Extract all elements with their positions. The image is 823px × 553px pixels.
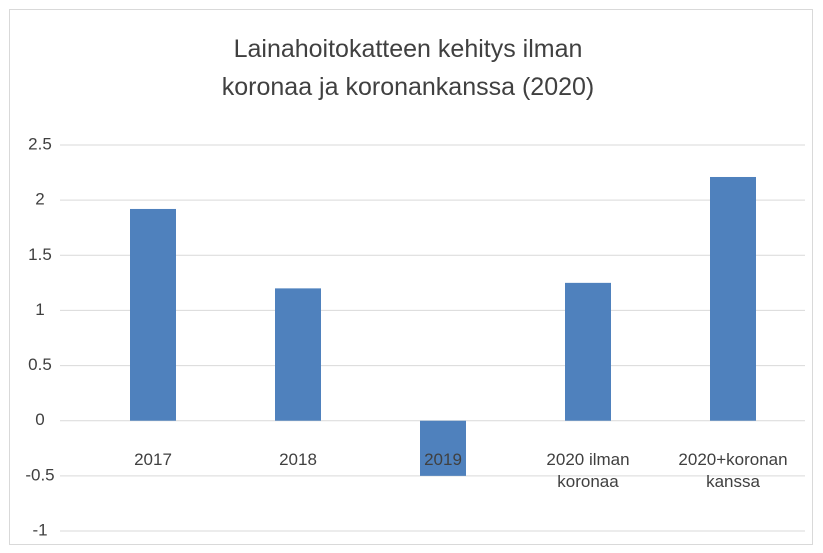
bar: [710, 176, 756, 421]
x-tick-label: 2020+koronan kanssa: [678, 449, 788, 491]
y-tick-label: 1: [35, 300, 44, 319]
y-tick-label: 0: [35, 410, 44, 429]
x-tick-label: 2017: [134, 449, 172, 469]
chart-title: Lainahoitokatteen kehitys ilman koronaa …: [221, 35, 595, 101]
bar: [420, 420, 466, 476]
y-tick-label: -0.5: [25, 465, 54, 484]
x-tick-label: 2019: [424, 449, 462, 469]
bar: [565, 282, 611, 421]
x-tick-label: 2020 ilman koronaa: [546, 449, 630, 491]
y-tick-label: 1.5: [28, 245, 52, 264]
bar: [275, 288, 321, 421]
y-tick-label: 0.5: [28, 355, 52, 374]
x-tick-label: 2018: [279, 449, 317, 469]
y-tick-label: 2: [35, 190, 44, 209]
y-tick-label: 2.5: [28, 134, 52, 153]
bar: [130, 208, 176, 421]
y-tick-label: -1: [32, 520, 47, 539]
